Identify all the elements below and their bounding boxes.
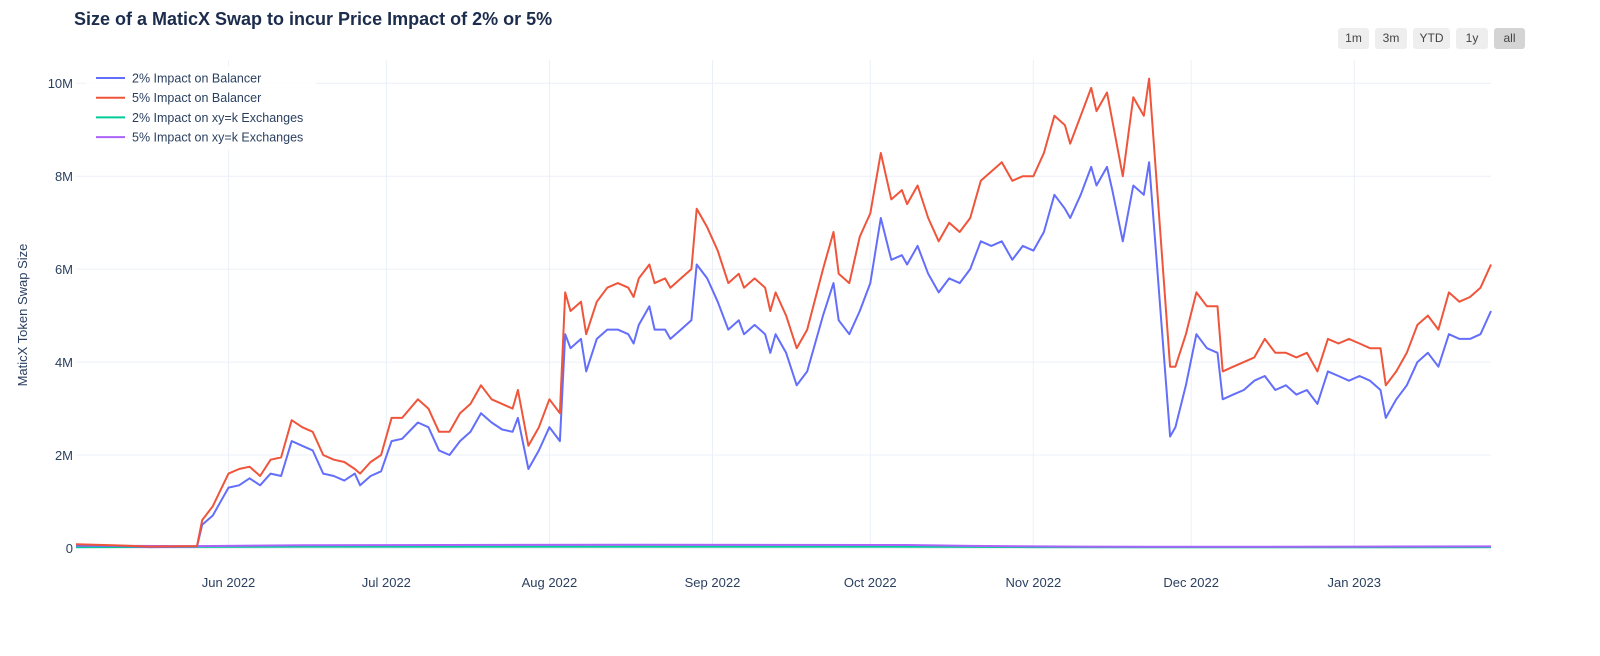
- legend: 2% Impact on Balancer 5% Impact on Balanc…: [86, 66, 316, 150]
- axes: Jun 2022 Jul 2022 Aug 2022 Sep 2022 Oct 2022…: [48, 76, 1381, 590]
- x-tick-label: Jan 2023: [1327, 575, 1381, 590]
- series-line-3: [75, 543, 1492, 548]
- legend-item-label[interactable]: 5% Impact on Balancer: [132, 91, 261, 105]
- x-tick-label: Oct 2022: [844, 575, 897, 590]
- x-tick-label: Nov 2022: [1006, 575, 1062, 590]
- x-tick-label: Jul 2022: [362, 575, 411, 590]
- y-tick-label: 0: [66, 541, 73, 556]
- range-button-ytd[interactable]: YTD: [1413, 28, 1450, 49]
- y-tick-label: 4M: [55, 355, 73, 370]
- chart-title: Size of a MaticX Swap to incur Price Imp…: [74, 9, 553, 29]
- range-button-1y[interactable]: 1y: [1456, 28, 1488, 49]
- range-button-1m[interactable]: 1m: [1338, 28, 1369, 49]
- range-button-3m[interactable]: 3m: [1375, 28, 1407, 49]
- series-line-1: [75, 77, 1492, 548]
- y-axis-label: MaticX Token Swap Size: [15, 244, 30, 387]
- legend-item-label[interactable]: 2% Impact on Balancer: [132, 72, 261, 86]
- x-tick-label: Dec 2022: [1163, 575, 1219, 590]
- legend-item-label[interactable]: 2% Impact on xy=k Exchanges: [132, 111, 303, 125]
- x-tick-label: Jun 2022: [202, 575, 256, 590]
- y-tick-label: 8M: [55, 169, 73, 184]
- series-lines: [75, 77, 1492, 549]
- y-tick-label: 10M: [48, 76, 73, 91]
- range-button-all[interactable]: all: [1494, 28, 1525, 49]
- series-line-0: [75, 161, 1492, 549]
- x-tick-label: Sep 2022: [685, 575, 741, 590]
- legend-background: [86, 66, 316, 150]
- y-tick-label: 6M: [55, 262, 73, 277]
- x-tick-label: Aug 2022: [522, 575, 578, 590]
- y-tick-label: 2M: [55, 448, 73, 463]
- legend-item-label[interactable]: 5% Impact on xy=k Exchanges: [132, 131, 303, 145]
